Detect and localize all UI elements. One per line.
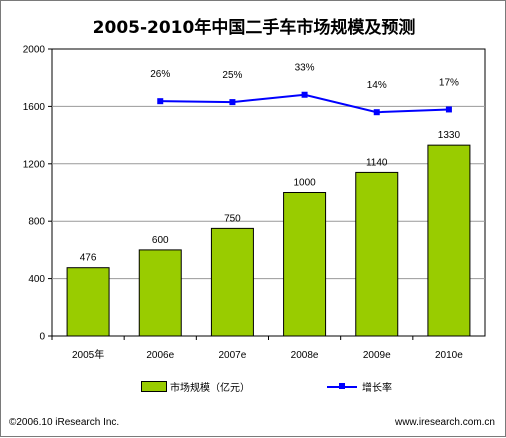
bar-value-label: 1000 <box>293 178 316 189</box>
bar <box>138 249 182 337</box>
y-tick-label: 2000 <box>23 45 46 56</box>
line-value-label: 17% <box>439 77 459 88</box>
line-point <box>229 99 236 106</box>
y-tick-label: 1600 <box>23 102 46 113</box>
y-tick-label: 0 <box>39 332 45 343</box>
x-tick-label: 2006e <box>146 350 174 361</box>
x-tick-label: 2008e <box>291 350 319 361</box>
chart-title: 2005-2010年中国二手车市场规模及预测 <box>92 18 416 38</box>
bar <box>355 171 399 337</box>
line-value-label: 14% <box>367 80 387 91</box>
line-point <box>445 106 452 113</box>
bar <box>210 227 254 337</box>
x-tick-label: 2010e <box>435 350 463 361</box>
line-point <box>373 109 380 116</box>
x-tick-label: 2007e <box>219 350 247 361</box>
bar-value-label: 476 <box>80 253 97 264</box>
legend-label-growth-rate: 增长率 <box>362 382 392 394</box>
legend-swatch-bar <box>141 380 167 392</box>
legend-item-market-size: 市场规模（亿元） <box>141 379 250 394</box>
x-tick-label: 2009e <box>363 350 391 361</box>
line-value-label: 33% <box>295 63 315 74</box>
line-value-label: 26% <box>150 69 170 80</box>
bar <box>283 192 327 337</box>
bar <box>427 144 471 337</box>
line-value-label: 25% <box>222 70 242 81</box>
bar-value-label: 1140 <box>366 157 388 168</box>
x-tick-label: 2005年 <box>72 348 104 361</box>
y-tick-label: 400 <box>28 274 45 285</box>
plot-area <box>51 48 486 337</box>
bar-value-label: 1330 <box>438 130 461 141</box>
line-point <box>157 98 164 105</box>
legend-label-market-size: 市场规模（亿元） <box>170 382 250 394</box>
bar <box>66 267 110 337</box>
copyright-text: ©2006.10 iResearch Inc. <box>9 417 120 428</box>
bar-value-label: 750 <box>224 213 241 224</box>
line-point <box>301 91 308 98</box>
y-tick-label: 1200 <box>23 159 46 170</box>
legend-swatch-line <box>327 382 357 391</box>
bar-value-label: 600 <box>152 235 169 246</box>
website-text: www.iresearch.com.cn <box>394 417 495 428</box>
y-tick-label: 800 <box>28 217 45 228</box>
legend-item-growth-rate: 增长率 <box>327 379 392 394</box>
